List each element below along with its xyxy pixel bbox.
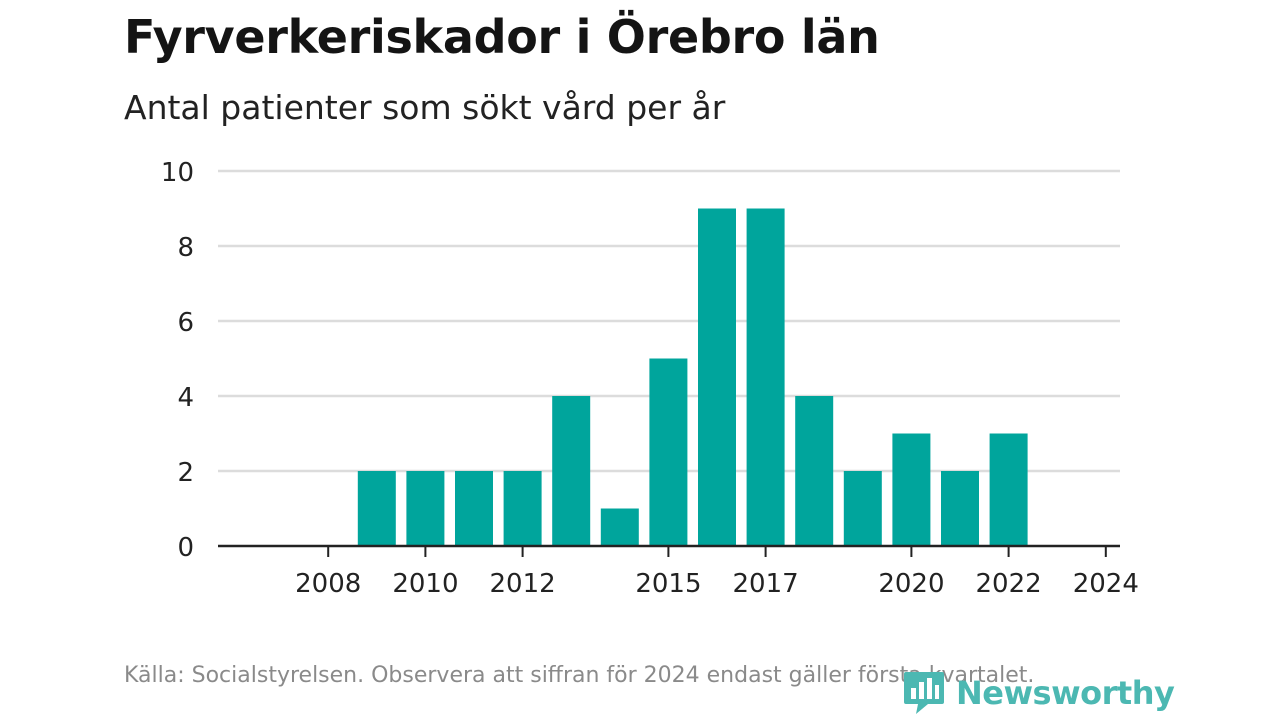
y-tick-label: 6 — [177, 308, 194, 338]
bar-2022 — [989, 433, 1028, 546]
bar-2018 — [795, 396, 834, 546]
bar-2010 — [406, 471, 445, 546]
bar-2009 — [357, 471, 396, 546]
x-tick-label: 2012 — [490, 569, 556, 599]
bar-2020 — [892, 433, 931, 546]
y-tick-label: 2 — [177, 458, 194, 488]
x-tick-label: 2017 — [733, 569, 799, 599]
x-tick-label: 2010 — [392, 569, 458, 599]
bars — [357, 208, 1028, 546]
x-tick-label: 2015 — [635, 569, 701, 599]
y-tick-label: 10 — [161, 158, 194, 188]
y-tick-label: 8 — [177, 233, 194, 263]
bar-2011 — [455, 471, 493, 546]
source-footnote: Källa: Socialstyrelsen. Observera att si… — [124, 663, 1035, 688]
bar-chart: 0 2 4 6 8 10 2008 2010 2012 2015 2017 2020 2022 2024 — [161, 158, 1139, 599]
newsworthy-logo-icon — [904, 672, 944, 714]
x-tick-label: 2020 — [878, 569, 944, 599]
bar-2015 — [649, 358, 688, 546]
axes — [218, 544, 1120, 557]
y-tick-labels: 0 2 4 6 8 10 — [161, 158, 194, 563]
bar-2013 — [552, 396, 591, 546]
bar-2012 — [503, 471, 542, 546]
bar-2017 — [746, 208, 785, 546]
bar-2019 — [843, 471, 882, 546]
x-tick-labels: 2008 2010 2012 2015 2017 2020 2022 2024 — [295, 569, 1139, 599]
bar-2014 — [600, 508, 639, 546]
y-tick-label: 0 — [177, 533, 194, 563]
x-tick-label: 2024 — [1073, 569, 1139, 599]
x-tick-label: 2008 — [295, 569, 361, 599]
brand-logo: Newsworthy — [902, 670, 1175, 716]
x-tick-label: 2022 — [976, 569, 1042, 599]
chart-title: Fyrverkeriskador i Örebro län — [124, 10, 880, 64]
brand-name: Newsworthy — [956, 674, 1175, 712]
y-tick-label: 4 — [177, 383, 194, 413]
bar-2021 — [941, 471, 979, 546]
chart-subtitle: Antal patienter som sökt vård per år — [124, 88, 726, 127]
bar-2016 — [698, 208, 736, 546]
